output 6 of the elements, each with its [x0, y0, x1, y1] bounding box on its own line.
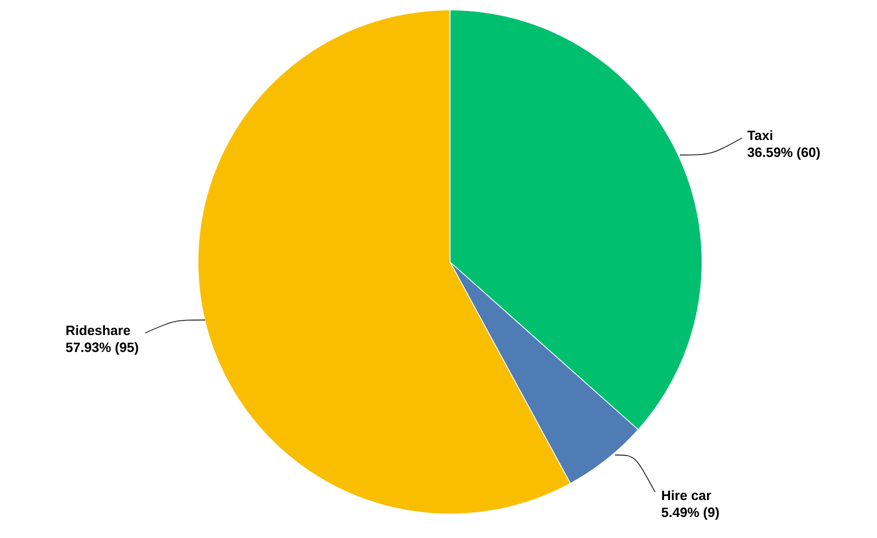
data-label: 57.93% (95) [66, 342, 138, 355]
data-label: 36.59% (60) [748, 147, 820, 160]
slice-label: Rideshare [66, 325, 130, 336]
data-label: 5.49% (9) [662, 507, 719, 520]
slice-label: Hire car [662, 490, 712, 500]
slice-label: Taxi [747, 130, 772, 140]
